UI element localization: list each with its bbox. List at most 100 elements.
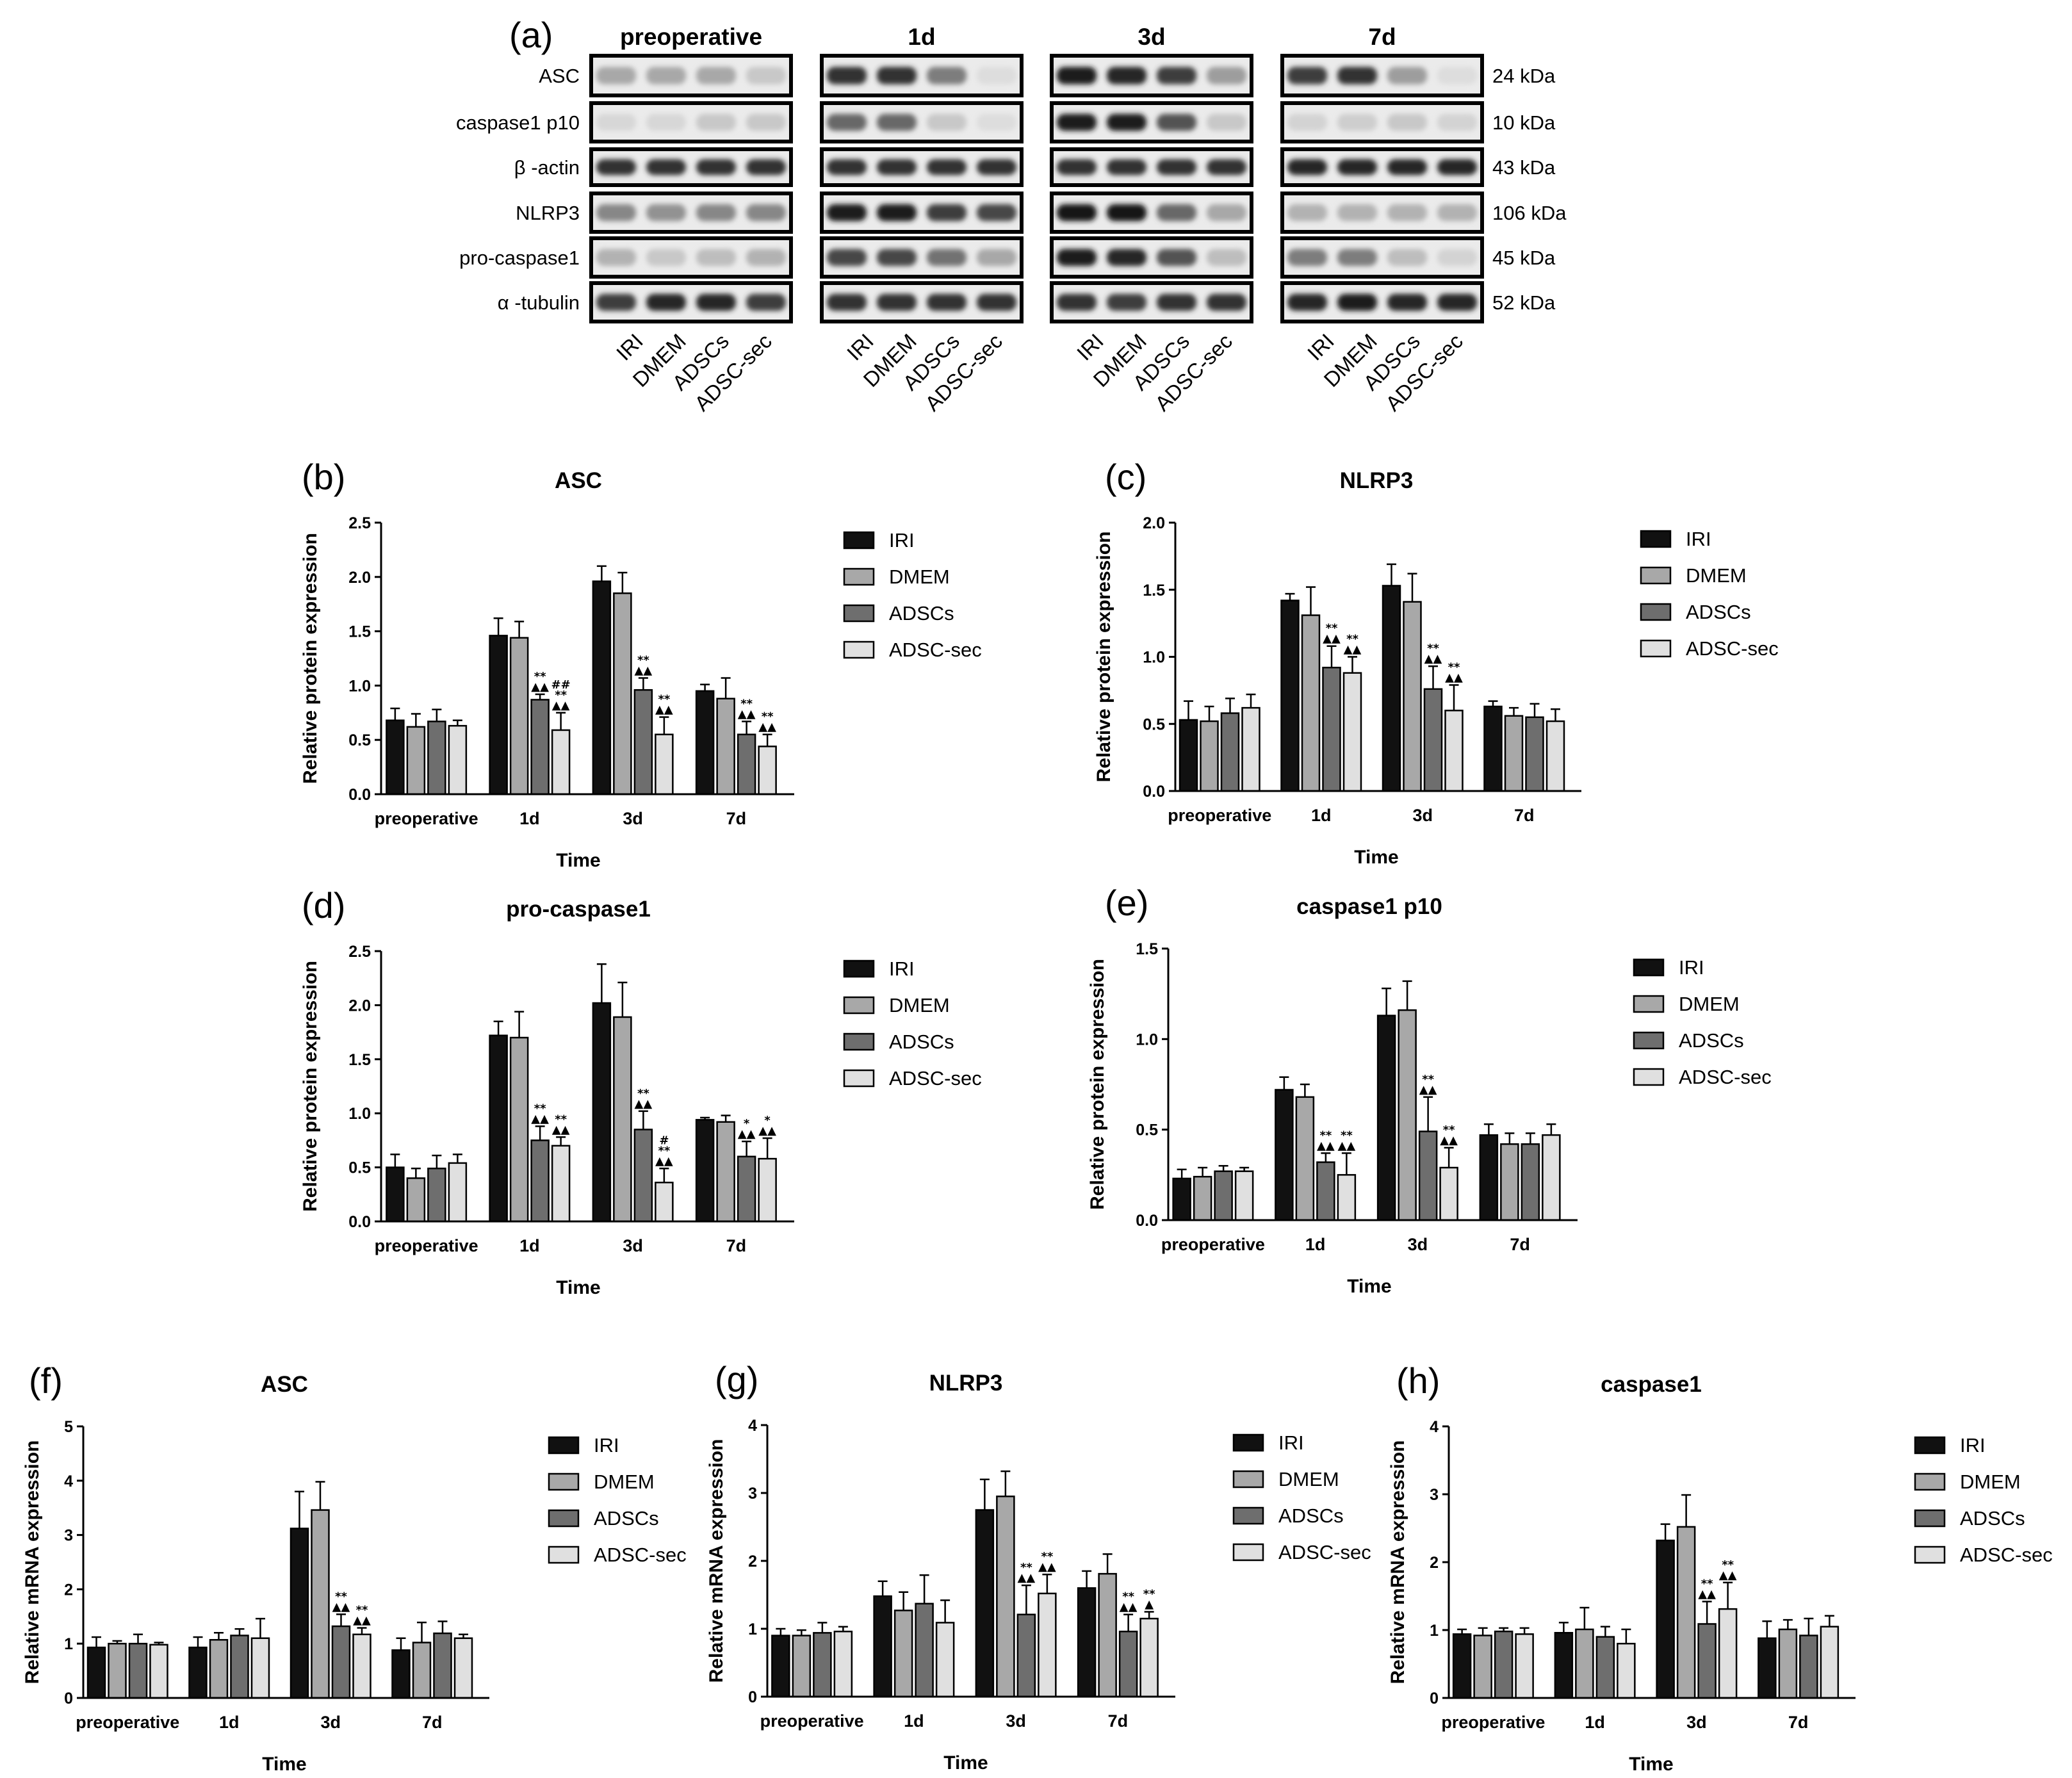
x-tick-label: 7d <box>1788 1713 1809 1732</box>
bar <box>551 729 571 795</box>
blot-row-label: pro-caspase1 <box>459 247 580 269</box>
legend-label: IRI <box>1278 1431 1304 1454</box>
protein-band <box>1057 204 1097 222</box>
protein-band <box>746 67 786 85</box>
bar <box>530 1139 550 1223</box>
significance-mark: ** <box>740 697 753 710</box>
significance-mark: ** <box>1443 1123 1455 1137</box>
y-axis-label: Relative protein expression <box>300 533 321 784</box>
chart-title: caspase1 <box>1601 1372 1702 1397</box>
bar <box>1575 1628 1594 1699</box>
protein-band <box>927 159 967 175</box>
x-tick-label: 7d <box>422 1713 443 1732</box>
protein-band <box>1207 159 1246 175</box>
y-axis-label: Relative mRNA expression <box>22 1440 43 1684</box>
blot-strip <box>820 281 1024 323</box>
protein-band <box>696 159 736 175</box>
protein-band <box>827 67 867 85</box>
x-tick-label: preoperative <box>760 1711 864 1731</box>
blot-border <box>1050 101 1253 143</box>
y-tick-label: 0.0 <box>1143 783 1165 801</box>
blot-border <box>820 236 1024 279</box>
y-axis-label: Relative protein expression <box>1093 532 1114 783</box>
blot-border <box>589 236 793 279</box>
bar <box>996 1496 1015 1698</box>
bar <box>813 1632 832 1698</box>
bar <box>489 635 508 795</box>
x-tick-label: 3d <box>320 1713 341 1732</box>
y-tick-label: 1 <box>1430 1622 1439 1640</box>
significance-mark: ▲▲ <box>1440 1134 1458 1147</box>
legend-swatch <box>1914 1472 1946 1491</box>
bar-chart-panel: (d) pro-caspase1 Relative protein expressi… <box>300 885 982 1298</box>
legend-label: DMEM <box>1278 1468 1339 1490</box>
protein-band <box>646 67 686 85</box>
bar <box>188 1646 208 1699</box>
legend-label: ADSC-sec <box>889 1067 982 1089</box>
protein-band <box>1057 159 1097 175</box>
x-tick-label: 1d <box>1585 1713 1605 1732</box>
significance-mark: ▲▲ <box>635 664 653 678</box>
panel-label: (c) <box>1105 457 1146 497</box>
y-tick-label: 4 <box>748 1417 757 1435</box>
y-tick-label: 1.0 <box>1136 1031 1158 1048</box>
protein-band <box>1387 159 1427 175</box>
blot-border <box>820 101 1024 143</box>
protein-band <box>596 204 636 222</box>
legend-swatch <box>1914 1436 1946 1455</box>
bar <box>633 689 653 795</box>
y-tick-label: 0.0 <box>1136 1212 1158 1230</box>
significance-mark: ** <box>658 693 670 706</box>
bar <box>975 1509 995 1698</box>
protein-band <box>1287 204 1327 222</box>
y-tick-label: 0.5 <box>348 1159 371 1177</box>
protein-band <box>646 249 686 266</box>
legend-label: ADSCs <box>1960 1507 2025 1529</box>
significance-mark: ** <box>658 1144 670 1157</box>
protein-band <box>1437 159 1477 175</box>
bar <box>1515 1633 1534 1699</box>
significance-mark: ▲▲ <box>1038 1560 1056 1574</box>
bar <box>1376 1015 1396 1221</box>
bar <box>108 1642 127 1699</box>
lane-label: IRI <box>612 329 648 365</box>
significance-mark: ▲▲ <box>1698 1587 1716 1601</box>
blot-strip <box>820 147 1024 187</box>
bar <box>1452 1633 1472 1699</box>
y-tick-label: 0.5 <box>1143 715 1165 733</box>
blot-strip <box>1050 192 1253 234</box>
protein-band <box>696 293 736 311</box>
significance-mark: ▲▲ <box>1338 1139 1356 1152</box>
x-tick-label: preoperative <box>1161 1235 1265 1254</box>
blot-strip <box>1050 281 1253 323</box>
blot-strip <box>1280 54 1484 97</box>
protein-band <box>1287 67 1327 85</box>
legend-swatch <box>1232 1470 1264 1488</box>
protein-band <box>1337 159 1377 175</box>
legend-swatch <box>1914 1509 1946 1528</box>
bar <box>873 1595 892 1698</box>
protein-band <box>927 249 967 266</box>
y-tick-label: 3 <box>64 1527 73 1545</box>
significance-mark: ## <box>551 678 571 692</box>
bar <box>1521 1143 1540 1221</box>
legend-swatch <box>548 1472 580 1491</box>
bar <box>1554 1631 1574 1699</box>
x-axis-label: Time <box>943 1752 988 1774</box>
x-tick-label: 1d <box>219 1713 240 1732</box>
x-axis-label: Time <box>1354 847 1398 868</box>
bar-chart-panel: (b) ASC Relative protein expression Time 0.0… <box>300 457 982 871</box>
legend-label: ADSC-sec <box>889 639 982 661</box>
y-tick-label: 2.0 <box>348 569 371 587</box>
significance-mark: ** <box>1427 642 1439 655</box>
x-tick-label: 3d <box>623 1236 643 1255</box>
significance-mark: * <box>744 1117 750 1130</box>
blot-row-label: ASC <box>539 65 580 87</box>
significance-mark: ** <box>1326 622 1338 635</box>
bar <box>86 1646 106 1699</box>
bar <box>448 1162 468 1223</box>
protein-band <box>877 249 917 266</box>
y-tick-label: 2.5 <box>348 514 371 532</box>
blot-group-header: 3d <box>1138 24 1165 50</box>
significance-mark: ** <box>1422 1073 1434 1086</box>
